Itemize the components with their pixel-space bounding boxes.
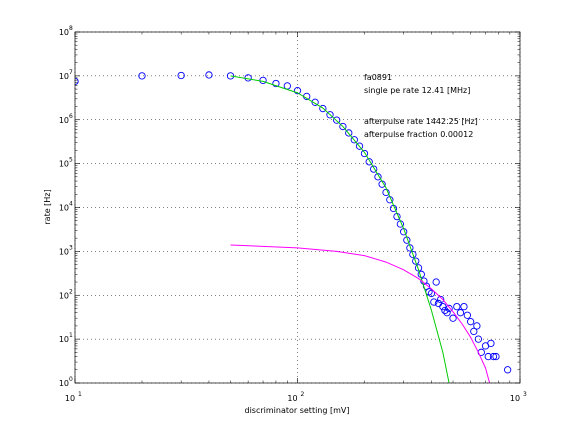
y-axis-label: rate [Hz] (43, 189, 52, 224)
fit-curve-1 (230, 75, 450, 383)
data-point (474, 335, 483, 343)
data-point (489, 352, 498, 361)
annotation-afterpulse-fraction: afterpulse fraction 0.00012 (364, 130, 473, 139)
y-tick-label: 10 (59, 379, 69, 388)
y-tick-exponent: 7 (69, 69, 73, 76)
data-point (503, 366, 512, 374)
annotation-pmt-id: fa0891 (364, 73, 392, 82)
data-point (473, 322, 481, 330)
y-tick-label: 10 (59, 72, 69, 81)
data-point (382, 188, 390, 197)
data-point (272, 79, 280, 88)
data-point (463, 311, 472, 319)
fit-curve-2 (230, 244, 491, 383)
data-point (339, 122, 347, 131)
data-point (365, 158, 373, 166)
data-point (453, 302, 461, 311)
data-point (430, 298, 438, 306)
x-tick-exponent: 2 (301, 391, 305, 398)
data-point (374, 173, 382, 181)
y-tick-label: 10 (59, 247, 69, 256)
annotation-afterpulse-rate: afterpulse rate 1442.25 [Hz] (364, 117, 478, 126)
annotation-single-pe-rate: single pe rate 12.41 [MHz] (364, 86, 470, 95)
data-point (470, 327, 478, 336)
data-point (449, 314, 457, 322)
data-point (441, 306, 449, 315)
data-point (456, 309, 465, 317)
y-tick-exponent: 0 (69, 376, 73, 383)
data-point (432, 278, 440, 286)
data-point (350, 136, 358, 144)
data-point (460, 302, 468, 311)
data-point (360, 149, 369, 158)
y-tick-label: 10 (59, 335, 69, 344)
data-point (293, 87, 302, 95)
data-point (492, 352, 500, 361)
y-tick-label: 10 (59, 204, 69, 213)
y-tick-exponent: 6 (69, 113, 73, 120)
x-tick-label: 10 (65, 394, 75, 403)
data-point (355, 142, 364, 150)
series-layer (75, 71, 512, 383)
x-axis-label: discriminator setting [mV] (244, 406, 349, 415)
data-point (484, 352, 492, 361)
y-tick-label: 10 (59, 291, 69, 300)
data-point (333, 116, 341, 124)
data-point (345, 129, 353, 137)
annotation-box: fa0891 single pe rate 12.41 [MHz] afterp… (364, 73, 478, 139)
y-tick-exponent: 3 (69, 244, 73, 251)
x-tick-exponent: 3 (523, 391, 527, 398)
y-tick-label: 10 (59, 28, 69, 37)
data-point (311, 98, 319, 106)
y-tick-exponent: 5 (69, 157, 73, 164)
data-point (487, 339, 495, 348)
data-point (466, 318, 475, 326)
data-point (437, 295, 445, 304)
data-point (409, 250, 417, 259)
y-tick-exponent: 2 (69, 288, 73, 295)
axis-ticks: 10 1 10 2 10 310 010 110 210 310 410 510 610 710 8 (59, 25, 527, 403)
y-tick-exponent: 4 (69, 201, 73, 208)
x-tick-exponent: 1 (78, 391, 82, 398)
data-point (319, 104, 327, 113)
x-tick-label: 10 (287, 394, 297, 403)
y-tick-label: 10 (59, 160, 69, 169)
y-tick-exponent: 1 (69, 332, 73, 339)
data-point (326, 111, 334, 119)
data-point (412, 257, 420, 265)
y-tick-label: 10 (59, 116, 69, 125)
data-point (138, 72, 146, 80)
data-point (205, 71, 213, 79)
x-tick-label: 10 (510, 394, 520, 403)
data-point (177, 71, 185, 80)
data-point (226, 72, 235, 80)
data-point (445, 304, 453, 313)
data-point (370, 165, 378, 173)
data-point (427, 289, 436, 298)
data-point (443, 309, 451, 317)
y-tick-exponent: 8 (69, 25, 73, 32)
